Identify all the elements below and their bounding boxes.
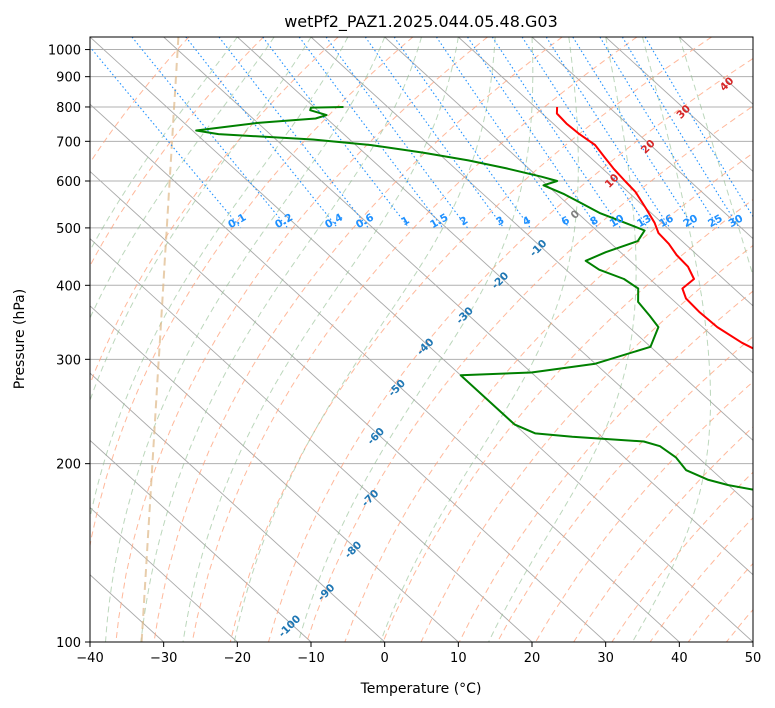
mixing-ratio-line — [131, 37, 289, 229]
y-tick-label: 100 — [56, 636, 81, 651]
dry-adiabat-line — [420, 244, 753, 642]
mixing-ratio-line — [393, 37, 531, 229]
mixing-ratio-line — [491, 37, 621, 229]
mixing-ratio-line — [467, 37, 599, 229]
y-axis-ticks: 100 200 300 400 500 600 700 800 900 1000 — [48, 44, 90, 651]
dry-adiabat-line — [496, 335, 753, 642]
moist-adiabat-line — [90, 37, 349, 521]
mixing-ratio-line — [435, 37, 570, 229]
y-tick-label: 1000 — [48, 44, 81, 59]
x-tick-label: 20 — [524, 651, 541, 666]
dry-adiabat-line — [306, 105, 753, 642]
dry-adiabat-line — [90, 37, 339, 386]
mixing-ratio-line — [185, 37, 339, 229]
isotherm-line — [90, 439, 312, 642]
isotherm-line — [237, 37, 753, 509]
dry-adiabat-line — [458, 290, 753, 642]
x-tick-label: −40 — [76, 651, 103, 666]
y-tick-label: 900 — [56, 71, 81, 86]
isotherm-line — [90, 506, 238, 642]
y-tick-label: 400 — [56, 279, 81, 294]
tan-reference-curve — [140, 37, 180, 642]
x-tick-label: −10 — [297, 651, 324, 666]
dry-adiabat-line — [268, 57, 753, 642]
moist-adiabat-line — [297, 37, 534, 642]
mixing-ratio-line — [90, 46, 242, 229]
x-axis-label: Temperature (°C) — [360, 681, 482, 697]
y-axis-label: Pressure (hPa) — [12, 289, 28, 389]
mixing-ratio-line — [298, 37, 444, 229]
plot-frame — [89, 36, 754, 643]
isotherm-line — [90, 103, 680, 642]
dry-adiabat-line — [191, 37, 638, 642]
y-tick-label: 300 — [56, 353, 81, 368]
isotherm-line — [531, 37, 753, 240]
dry-adiabat-line — [153, 37, 563, 642]
background-lines — [90, 37, 753, 642]
isotherm-line — [90, 238, 533, 642]
moist-adiabat-line — [105, 37, 386, 642]
x-tick-label: −20 — [224, 651, 251, 666]
mixing-ratio-line — [262, 37, 410, 229]
x-tick-label: −30 — [150, 651, 177, 666]
chart-title: wetPf2_PAZ1.2025.044.05.48.G03 — [284, 12, 558, 32]
y-tick-label: 600 — [56, 175, 81, 190]
x-tick-label: 10 — [450, 651, 467, 666]
dry-adiabat-line — [382, 198, 753, 642]
x-axis-ticks: −40 −30 −20 −10 0 10 20 30 40 50 — [76, 642, 761, 666]
dry-adiabat-line — [115, 37, 488, 642]
mixing-ratio-line — [545, 37, 671, 229]
mixing-ratio-line — [621, 37, 740, 229]
isotherm-line — [90, 372, 385, 642]
x-tick-label: 40 — [671, 651, 688, 666]
profile-series — [195, 106, 753, 491]
dry-adiabat-line — [229, 37, 712, 642]
profile-line — [195, 106, 753, 491]
moist-adiabat-line — [678, 37, 753, 278]
moist-adiabat-line — [90, 37, 275, 320]
moist-adiabat-line — [140, 37, 422, 642]
dry-adiabat-line — [90, 37, 414, 549]
dry-adiabat-line — [535, 381, 753, 642]
x-tick-label: 30 — [597, 651, 614, 666]
x-tick-label: 0 — [381, 651, 389, 666]
y-tick-label: 200 — [56, 458, 81, 473]
isotherm-line — [458, 37, 753, 307]
y-tick-label: 800 — [56, 101, 81, 116]
moist-adiabat-line — [90, 37, 238, 252]
isotherm-line — [605, 37, 753, 173]
dry-adiabat-line — [90, 37, 264, 267]
isotherm-line — [90, 305, 459, 642]
moist-adiabat-line — [488, 37, 637, 642]
isotherm-line — [310, 37, 753, 441]
mixing-ratio-line — [521, 37, 649, 229]
moist-adiabat-line — [233, 37, 496, 642]
moist-adiabat-line — [90, 37, 312, 402]
isotherm-line — [90, 170, 606, 642]
isotherm-line — [384, 37, 753, 374]
mixing-ratio-line — [325, 37, 468, 229]
moist-adiabat-line — [182, 37, 459, 642]
y-tick-label: 500 — [56, 222, 81, 237]
y-tick-label: 700 — [56, 135, 81, 150]
profile-line — [555, 106, 753, 350]
mixing-ratio-line — [364, 37, 505, 229]
x-tick-label: 50 — [745, 651, 762, 666]
moist-adiabat-line — [380, 37, 579, 642]
mixing-ratio-line — [572, 37, 695, 229]
moist-adiabat-line — [632, 37, 711, 642]
